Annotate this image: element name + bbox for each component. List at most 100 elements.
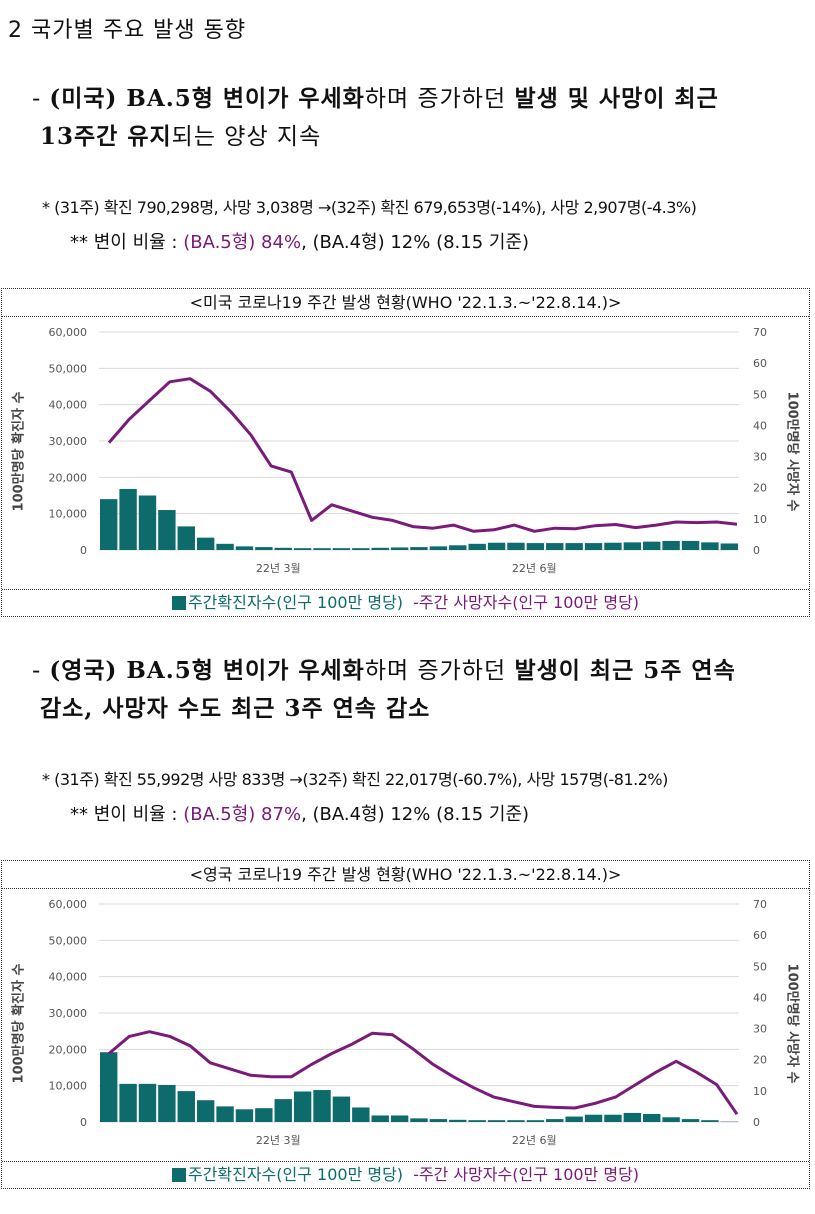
case-bar [332,1096,351,1122]
y2-tick-label: 40 [753,991,767,1004]
case-bar [293,1091,312,1122]
y2-tick-label: 40 [753,419,767,432]
y-tick-label: 60,000 [49,898,88,911]
chart-legend: 주간확진자수(인구 100만 명당) -주간 사망자수(인구 100만 명당) [2,590,809,616]
deaths-line [107,377,738,533]
x-tick-label: 22년 6월 [512,562,557,575]
y2-tick-label: 20 [753,482,767,495]
y2-axis-label: 100만명당 사망자 수 [784,963,800,1084]
y-tick-label: 0 [80,1116,87,1129]
y-tick-label: 0 [80,544,87,557]
case-bar [216,1106,234,1122]
case-bar [487,1120,506,1122]
y2-tick-label: 60 [753,929,767,942]
case-bar [255,1108,273,1122]
case-bar [138,1083,157,1122]
case-bar [390,547,409,550]
usa-chart-svg: 0 10,000 20,000 30,000 40,000 50,000 60,000 0 10… [49,326,768,575]
usa-note-1: * (31주) 확진 790,298명, 사망 3,038명 →(32주) 확진… [42,198,697,217]
usa-bullet: - (미국) BA.5형 변이가 우세화하며 증가하던 발생 및 사망이 최근 1… [32,80,802,156]
chart-area: 0 10,000 20,000 30,000 40,000 50,000 60,000 0 10… [2,317,809,590]
case-bar [332,548,351,550]
cases-swatch [171,1168,186,1182]
y-tick-label: 20,000 [49,471,88,484]
case-bar [565,1116,583,1122]
case-bar [235,546,254,550]
uk-bullet: - (영국) BA.5형 변이가 우세화하며 증가하던 발생이 최근 5주 연속 … [32,652,802,728]
case-bar [662,1117,680,1122]
case-bar [604,542,622,550]
case-bar [487,542,506,550]
case-bar [701,542,719,550]
case-bar [138,495,157,550]
uk-chart-svg: 0 10,000 20,000 30,000 40,000 50,000 60,000 0 10… [49,898,768,1147]
y-tick-label: 10,000 [49,1080,88,1093]
usa-tail: 되는 양상 지속 [171,124,322,150]
case-bar [371,547,389,550]
y2-tick-label: 70 [753,326,767,339]
y2-tick-label: 30 [753,1023,767,1036]
case-bar [643,541,661,550]
y-tick-label: 50,000 [49,362,88,375]
case-bar [371,1115,389,1122]
chart-title: <미국 코로나19 주간 발생 현황(WHO '22.1.3.~'22.8.14… [2,289,809,317]
y-tick-label: 20,000 [49,1043,88,1056]
case-bar [449,545,467,550]
uk-note-1: * (31주) 확진 55,992명 사망 833명 →(32주) 확진 22,… [42,770,668,789]
case-bar [235,1109,254,1122]
case-bar [410,547,428,550]
y-tick-label: 40,000 [49,971,88,984]
y2-tick-label: 20 [753,1054,767,1067]
legend-cases: 주간확진자수(인구 100만 명당) [187,1165,404,1184]
case-bar [255,547,273,550]
x-tick-label: 22년 3월 [256,562,301,575]
chart-title: <영국 코로나19 주간 발생 현황(WHO '22.1.3.~'22.8.14… [2,861,809,889]
case-bar [526,1120,545,1122]
y2-axis-label: 100만명당 사망자 수 [784,391,800,512]
case-bar [449,1119,467,1122]
case-bar [100,499,118,550]
case-bar [100,1052,118,1122]
y2-tick-label: 30 [753,451,767,464]
y2-tick-label: 60 [753,357,767,370]
bullet-dash: - [32,658,42,684]
case-bar [720,543,738,550]
case-bar [623,1112,642,1122]
case-bar [313,548,331,550]
uk-chart: <영국 코로나19 주간 발생 현황(WHO '22.1.3.~'22.8.14… [1,860,810,1189]
case-bar [352,548,370,550]
case-bar [158,1084,176,1122]
case-bar [526,543,545,550]
case-bar [352,1107,370,1122]
usa-chart: <미국 코로나19 주간 발생 현황(WHO '22.1.3.~'22.8.14… [1,288,810,617]
case-bar [119,1083,137,1122]
case-bar [216,543,234,550]
y-axis-label: 100만명당 확진자 수 [11,963,27,1084]
usa-note-2: ** 변이 비율 : (BA.5형) 84%, (BA.4형) 12% (8.1… [70,232,530,253]
case-bar [584,1114,603,1122]
y2-tick-label: 50 [753,960,767,973]
case-bar [196,537,215,550]
case-bar [119,488,137,550]
y-axis-label: 100만명당 확진자 수 [11,391,27,512]
case-bar [546,1119,564,1122]
uk-variant-ratio: (BA.5형) 87% [183,804,302,825]
usa-mid: 하며 증가하던 [364,86,515,112]
y-tick-label: 50,000 [49,934,88,947]
case-bar [681,540,700,550]
case-bar [604,1114,622,1122]
section-title: 2 국가별 주요 발생 동향 [8,18,247,43]
x-tick-label: 22년 6월 [512,1134,557,1147]
uk-country: (영국) [49,657,127,684]
case-bar [196,1100,215,1122]
y-tick-label: 10,000 [49,508,88,521]
case-bar [274,547,292,550]
uk-mid: 하며 증가하던 [364,658,515,684]
usa-trend: 발생 및 사망이 최근 [514,85,719,112]
case-bar [546,543,564,550]
case-bar [410,1118,428,1122]
legend-cases: 주간확진자수(인구 100만 명당) [187,593,404,612]
case-bar [390,1115,409,1122]
bullet-dash: - [32,86,42,112]
case-bar [623,542,642,550]
